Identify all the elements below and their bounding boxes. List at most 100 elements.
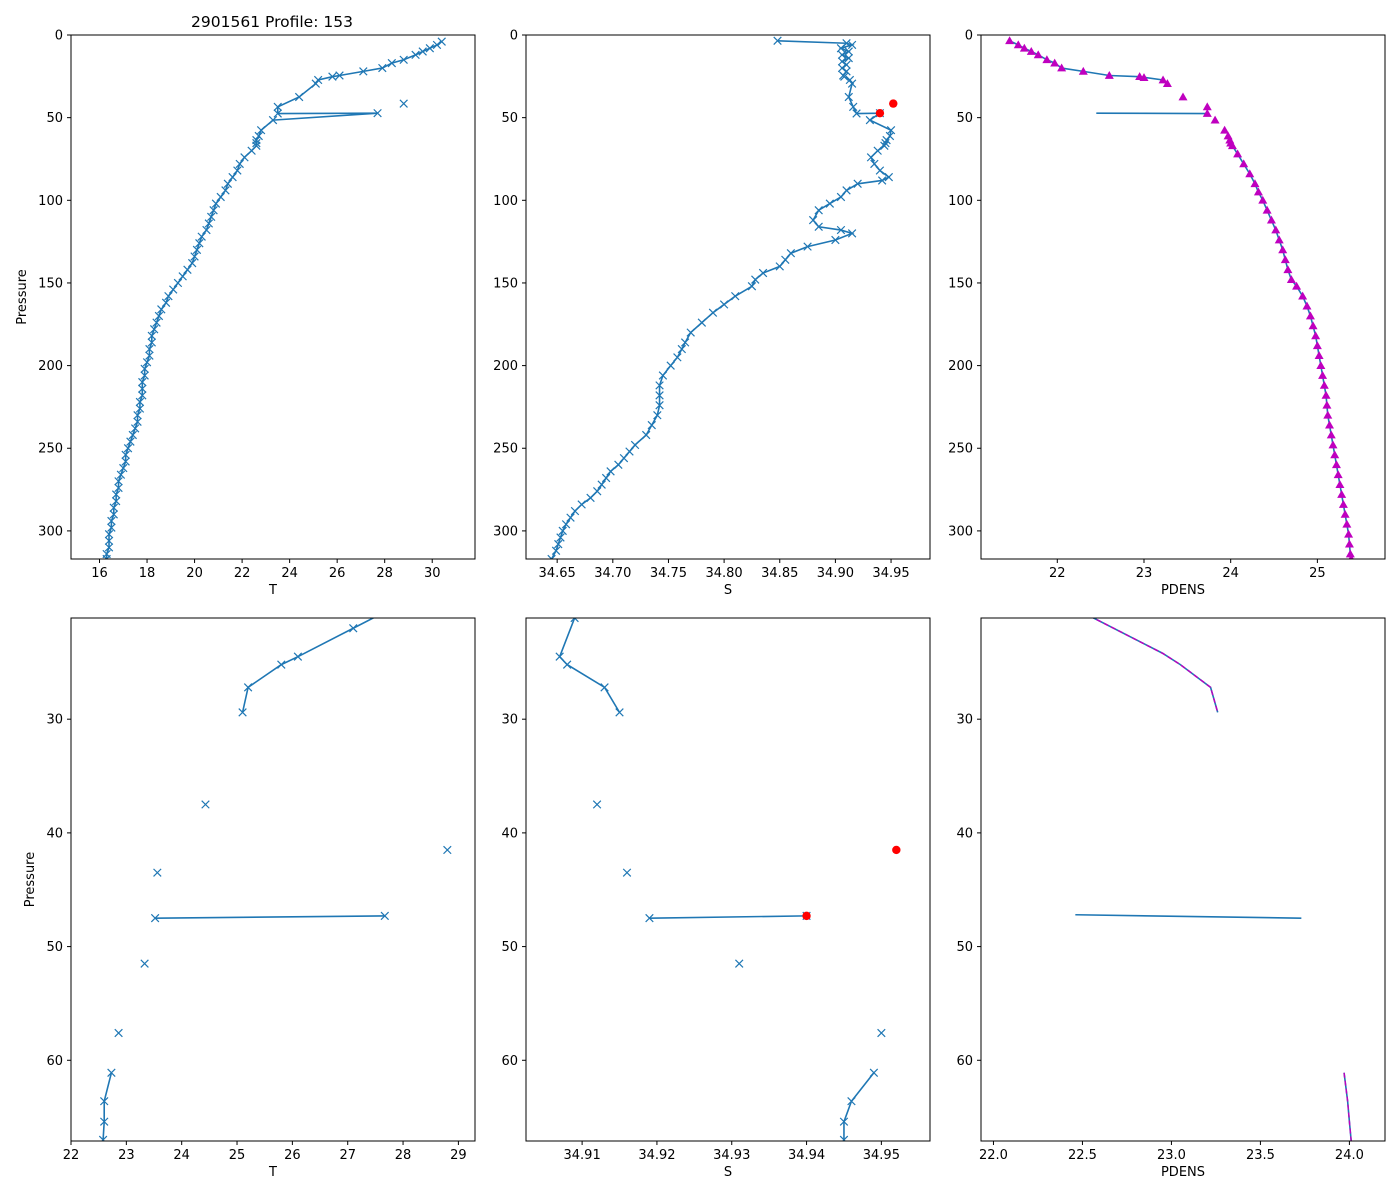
x-marker (630, 440, 640, 450)
x-marker (121, 457, 130, 466)
x-marker (378, 63, 387, 73)
x-marker (731, 291, 740, 301)
x-marker (866, 153, 876, 162)
x-marker (206, 212, 216, 222)
x-marker (109, 510, 119, 519)
x-marker (425, 43, 435, 53)
x-marker (836, 225, 846, 235)
x-marker (562, 660, 572, 669)
x-marker (228, 172, 237, 182)
triangle-marker (1323, 410, 1333, 419)
x-marker (839, 1117, 849, 1126)
x-marker (107, 523, 116, 532)
x-marker (847, 79, 857, 88)
x-marker (328, 72, 337, 81)
x-marker (708, 308, 718, 317)
x-marker (615, 708, 624, 717)
x-marker (114, 483, 123, 493)
axes-frame (525, 617, 931, 1142)
x-marker (104, 536, 114, 546)
x-marker (880, 141, 889, 150)
triangle-marker (1239, 159, 1249, 168)
triangle-marker (1253, 187, 1263, 196)
triangle-marker (1314, 351, 1324, 360)
x-marker (551, 546, 561, 555)
x-tick-label: 22.0 (979, 1148, 1008, 1163)
x-marker (814, 222, 823, 231)
x-marker (840, 72, 849, 81)
flag-dot (875, 108, 885, 118)
triangle-marker (1338, 499, 1348, 508)
x-marker (558, 526, 567, 536)
flag-dot (889, 99, 898, 108)
axes-background (981, 618, 1385, 1141)
x-marker (877, 1028, 886, 1038)
x-marker (142, 358, 152, 367)
x-marker (586, 579, 594, 587)
y-tick-label: 60 (46, 1054, 63, 1069)
y-tick-label: 60 (956, 1054, 973, 1069)
x-tick-label: 23.0 (1157, 1148, 1186, 1163)
x-tick-label: 27 (339, 1148, 356, 1163)
x-marker (133, 417, 142, 427)
y-tick-label: 200 (38, 359, 63, 374)
x-axis-label: S (724, 1165, 732, 1180)
series-line-overlay (1343, 1072, 1352, 1141)
x-marker (399, 55, 408, 65)
triangle-marker (1328, 440, 1338, 449)
triangle-marker (1335, 480, 1345, 488)
x-marker (102, 554, 111, 559)
x-marker (825, 199, 835, 208)
triangle-marker (1233, 149, 1243, 158)
x-tick-label: 24.0 (1335, 1148, 1364, 1163)
x-marker (380, 911, 390, 921)
x-marker (597, 480, 606, 489)
x-marker (875, 166, 885, 175)
x-marker (658, 371, 668, 380)
axes-background (71, 35, 475, 559)
triangle-marker (1340, 509, 1350, 518)
x-marker (140, 371, 149, 380)
x-marker (556, 533, 565, 542)
triangle-marker (1305, 311, 1315, 320)
x-marker (273, 109, 282, 118)
y-tick-label: 50 (501, 111, 518, 126)
triangle-marker (1312, 341, 1322, 350)
triangle-marker (1139, 73, 1149, 82)
x-tick-label: 16 (91, 566, 108, 581)
x-marker (747, 282, 757, 291)
x-marker (209, 205, 218, 215)
x-marker (775, 262, 784, 271)
x-marker (680, 338, 690, 347)
triangle-marker (1033, 50, 1043, 59)
flag-dot (802, 911, 811, 921)
x-marker (808, 215, 818, 225)
x-marker (277, 660, 286, 669)
x-marker (437, 37, 446, 46)
x-tick-label: 29 (450, 1148, 467, 1163)
x-marker (190, 252, 199, 261)
triangle-marker (1321, 390, 1331, 399)
x-marker (418, 47, 427, 56)
y-tick-label: 100 (948, 194, 973, 209)
y-tick-label: 50 (46, 111, 63, 126)
y-tick-label: 50 (956, 111, 973, 126)
x-tick-label: 34.93 (713, 1148, 750, 1163)
chart-panel-temp-full: 16 18 20 22 24 26 28 30050100150200250300TPress… (15, 29, 476, 598)
x-marker (884, 172, 894, 182)
triangle-marker (1178, 92, 1188, 101)
series-line (102, 1072, 113, 1140)
x-marker (126, 437, 135, 446)
y-tick-label: 50 (46, 940, 63, 955)
series-line (241, 618, 375, 713)
x-tick-label: 23.5 (1246, 1148, 1275, 1163)
x-marker (641, 430, 651, 440)
triangle-marker (1345, 549, 1355, 558)
x-marker (758, 268, 768, 278)
series-line (843, 1072, 875, 1140)
y-tick-label: 200 (948, 359, 973, 374)
x-marker (645, 913, 654, 923)
x-marker (570, 618, 579, 623)
x-marker (138, 377, 147, 387)
